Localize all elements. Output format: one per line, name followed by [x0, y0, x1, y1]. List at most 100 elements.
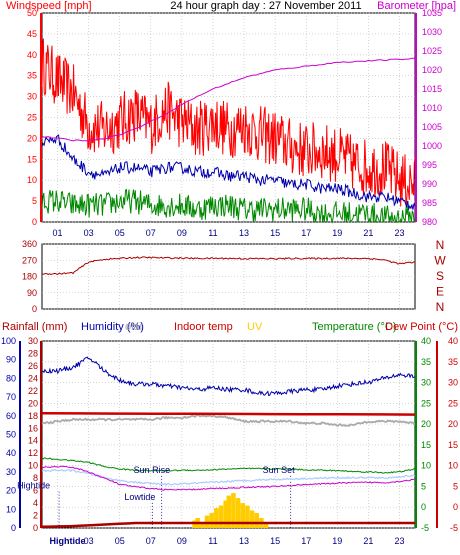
barometer-y-tick-label: 1030	[422, 27, 442, 37]
sunset-annotation: Sun Set	[263, 465, 296, 475]
barometer-y-tick-label: 1005	[422, 122, 442, 132]
temperature-axis-label: Temperature (°C)	[312, 321, 396, 333]
weather-x-tick-label: Hightide	[50, 536, 86, 546]
rainfall-y-tick-label: 8	[33, 473, 38, 483]
dewpoint-y-tick-label: 15	[448, 440, 458, 450]
rainfall-y-tick-label: 20	[28, 398, 38, 408]
uv-bar	[245, 505, 250, 528]
weather-x-tick-label: 09	[177, 536, 187, 546]
dewpoint-y-tick-label: 30	[448, 378, 458, 388]
wind-x-tick-label: 21	[363, 228, 373, 238]
wind-x-tick-label: 03	[84, 228, 94, 238]
wind-x-tick-label: 07	[146, 228, 156, 238]
wind-y-tick-label: 35	[27, 71, 37, 81]
compass-label-E: E	[436, 285, 444, 299]
temperature-y-tick-label: 0	[421, 502, 426, 512]
barometer-y-tick-label: 995	[422, 160, 437, 170]
weather-x-tick-label: 23	[394, 536, 404, 546]
weather-x-tick-label: 05	[115, 536, 125, 546]
green-wind-series-line	[41, 188, 416, 224]
humidity-y-tick-label: 80	[6, 373, 16, 383]
temperature-y-tick-label: 15	[421, 440, 431, 450]
weather-x-tick-label: 03	[84, 536, 94, 546]
dewpoint-y-tick-label: 25	[448, 398, 458, 408]
barometer-y-tick-label: 1035	[422, 8, 442, 18]
temperature-y-tick-label: 30	[421, 378, 431, 388]
uv-label: UV	[247, 321, 263, 333]
uv-bar	[240, 503, 245, 528]
weather-x-tick-label: 19	[332, 536, 342, 546]
weather-x-tick-label: 15	[270, 536, 280, 546]
dewpoint-y-tick-label: 0	[453, 502, 458, 512]
uv-bar	[209, 513, 214, 528]
rainfall-y-tick-label: 24	[28, 373, 38, 383]
rainfall-series-line	[41, 521, 415, 529]
compass-label-S: S	[436, 269, 444, 283]
avg-wind-series-line	[41, 134, 416, 211]
barometer-y-tick-label: 1020	[422, 65, 442, 75]
weather-x-tick-label: 21	[363, 536, 373, 546]
humidity-y-tick-label: 90	[6, 355, 16, 365]
uv-bar	[235, 498, 241, 528]
weather-x-tick-label: 17	[301, 536, 311, 546]
compass-label-N: N	[436, 300, 445, 314]
rainfall-y-tick-label: 26	[28, 361, 38, 371]
weather-x-tick-label: 11	[208, 536, 217, 546]
wind-x-tick-label: 09	[177, 228, 187, 238]
chart-title: 24 hour graph day : 27 November 2011	[170, 0, 361, 12]
temperature-y-tick-label: -5	[421, 523, 429, 533]
wind-x-tick-label: 23	[394, 228, 404, 238]
lowtide-annotation: Lowtide	[124, 492, 155, 502]
barometer-y-tick-label: 1000	[422, 141, 442, 151]
dewpoint-y-tick-label: 5	[453, 481, 458, 491]
wind-y-tick-label: 40	[27, 50, 37, 60]
temperature-y-tick-label: 20	[421, 419, 431, 429]
rainfall-y-tick-label: 12	[28, 448, 38, 458]
grid-lines	[42, 12, 415, 529]
rainfall-y-tick-label: 30	[28, 336, 38, 346]
weather-x-tick-label: 07	[146, 536, 156, 546]
uv-bar	[249, 510, 255, 528]
wind-y-tick-label: 25	[27, 113, 37, 123]
indoor-temp-label: Indoor temp	[174, 321, 233, 333]
wind-y-tick-label: 15	[27, 154, 37, 164]
dewpoint-y-tick-label: 10	[448, 461, 458, 471]
rainfall-y-tick-label: 16	[28, 423, 38, 433]
humidity-y-tick-label: 60	[6, 411, 16, 421]
rainfall-y-tick-label: 4	[33, 498, 38, 508]
humidity-y-tick-label: 40	[6, 448, 16, 458]
rainfall-y-tick-label: 14	[28, 436, 38, 446]
compass-label-W: W	[434, 254, 446, 268]
rainfall-y-tick-label: 6	[33, 486, 38, 496]
wind-x-tick-label: 05	[115, 228, 125, 238]
wind-x-tick-label: 15	[270, 228, 280, 238]
solar-axis-label: olar	[125, 321, 144, 333]
uv-bar	[218, 505, 224, 528]
direction-y-tick-label: 180	[22, 272, 37, 282]
temperature-y-tick-label: 5	[421, 481, 426, 491]
rainfall-y-tick-label: 2	[33, 511, 38, 521]
direction-y-tick-label: 270	[22, 255, 37, 265]
humidity-y-tick-label: 0	[11, 523, 16, 533]
wind-y-tick-label: 45	[27, 29, 37, 39]
windspeed-axis-label: Windspeed [mph]	[6, 0, 92, 12]
wind-x-tick-label: 11	[208, 228, 217, 238]
barometer-y-tick-label: 1025	[422, 46, 442, 56]
dewpoint-y-tick-label: 20	[448, 419, 458, 429]
wind-y-tick-label: 50	[27, 8, 37, 18]
temperature-y-tick-label: 10	[421, 461, 431, 471]
uv-bar	[231, 493, 236, 528]
dewpoint-axis-label: Dew Point (°C)	[385, 321, 458, 333]
temperature-y-tick-label: 25	[421, 398, 431, 408]
chart-frames	[19, 12, 438, 529]
indoor-temp-series-line	[41, 412, 416, 416]
hightide-annotation: Hightide	[17, 481, 50, 491]
uv-bar	[214, 508, 219, 528]
temperature-y-tick-label: 35	[421, 357, 431, 367]
direction-y-tick-label: 0	[32, 304, 37, 314]
direction-y-tick-label: 90	[27, 288, 37, 298]
uv-bar	[192, 520, 197, 528]
wind-y-tick-label: 5	[32, 196, 37, 206]
rainfall-y-tick-label: 28	[28, 348, 38, 358]
